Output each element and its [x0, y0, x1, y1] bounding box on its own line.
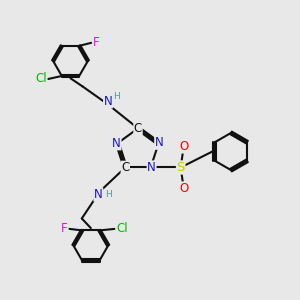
Text: O: O: [179, 140, 188, 153]
Text: F: F: [61, 222, 68, 236]
Text: N: N: [147, 161, 156, 174]
Text: Cl: Cl: [35, 73, 46, 85]
Text: N: N: [112, 137, 121, 150]
Text: C: C: [134, 122, 142, 135]
Text: H: H: [105, 190, 112, 199]
Text: N: N: [155, 136, 164, 149]
Text: O: O: [179, 182, 188, 195]
Text: N: N: [103, 95, 112, 108]
Text: H: H: [113, 92, 120, 100]
Text: Cl: Cl: [116, 222, 128, 236]
Text: C: C: [121, 161, 129, 174]
Text: S: S: [176, 161, 185, 174]
Text: F: F: [93, 36, 100, 49]
Text: N: N: [94, 188, 103, 201]
